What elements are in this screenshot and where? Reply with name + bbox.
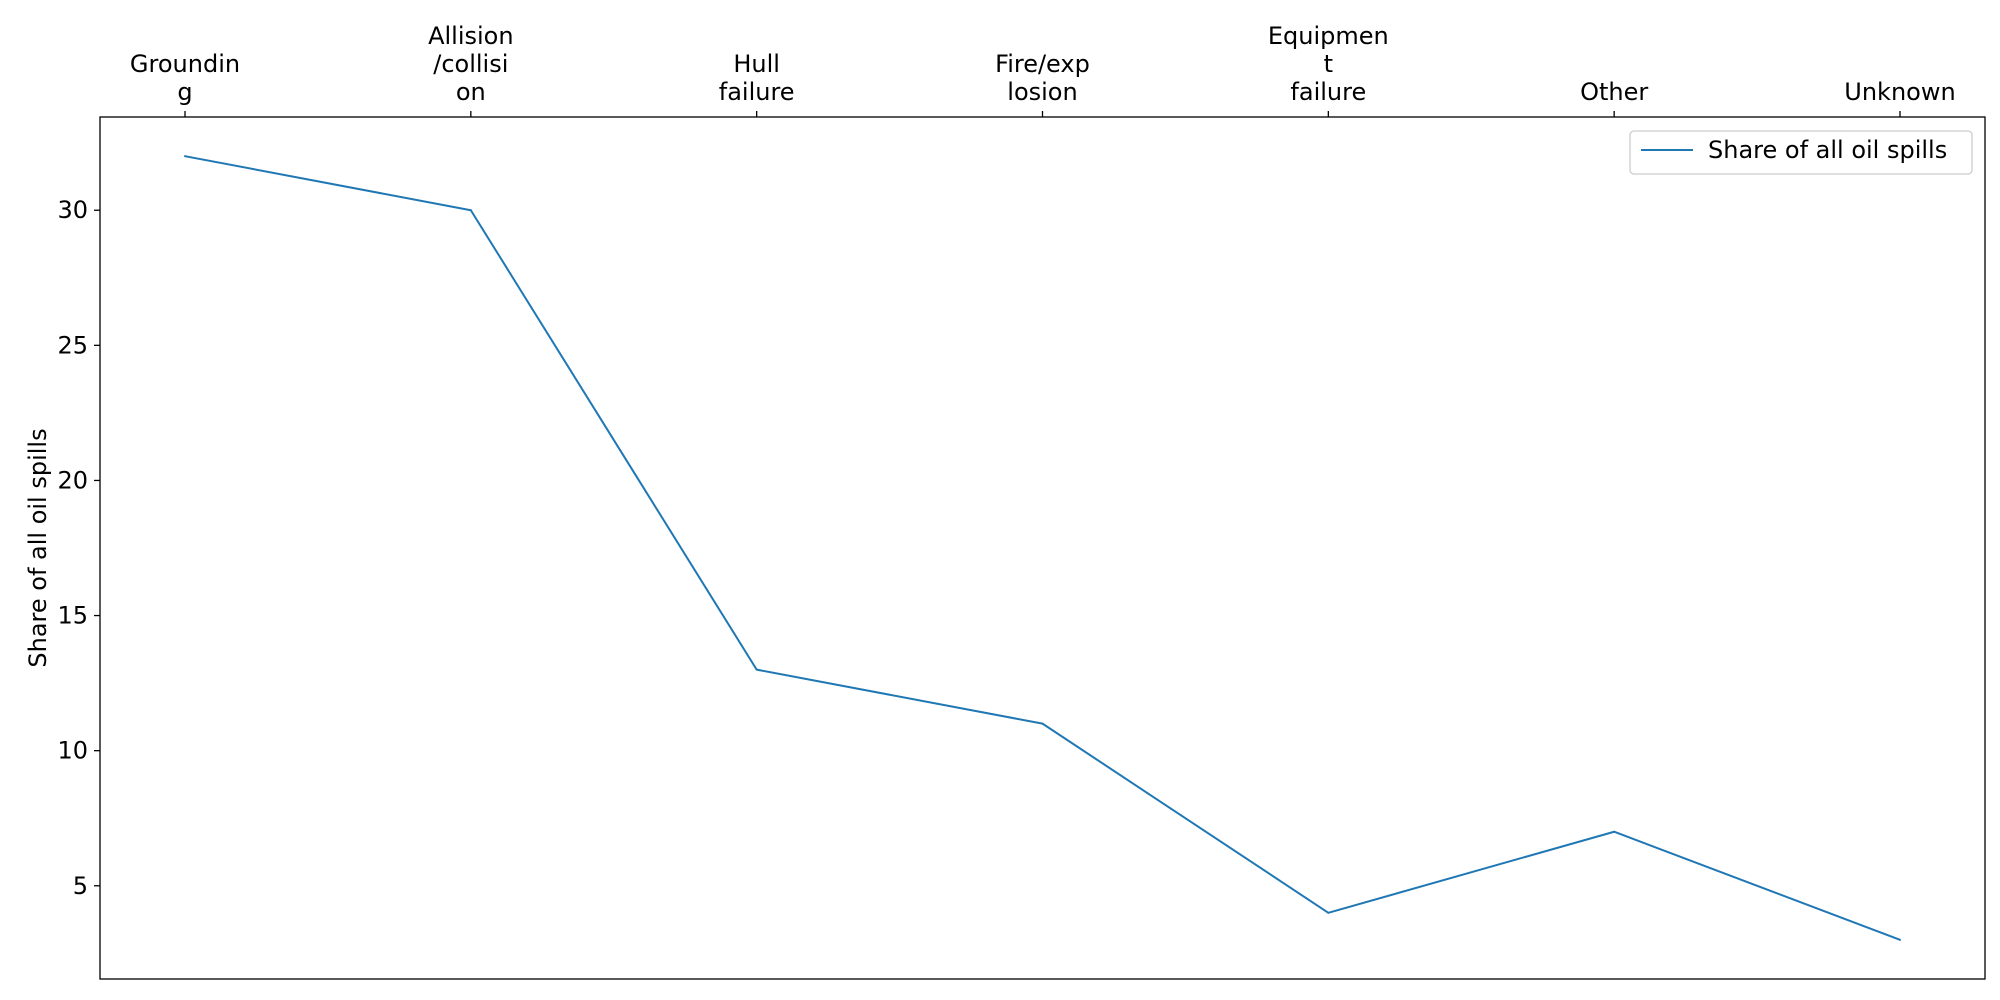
plot-area [99,116,1986,980]
x-tick-label: /collisi [433,50,508,78]
x-tick-label: on [456,78,486,106]
y-axis-ticks: 5 10 15 20 25 30 [57,196,100,900]
x-tick-label: t [1324,50,1333,78]
series-lines [184,155,1901,941]
data-point [184,155,186,158]
x-tick-label: g [177,78,192,106]
x-axis-ticks: GroundingAllision/collisionHullfailureFi… [130,22,1956,117]
x-tick-label: Allision [428,22,514,50]
data-point [1899,938,1901,941]
y-tick-label: 25 [57,331,88,359]
x-tick-label: Fire/exp [995,50,1090,78]
x-tick-label: failure [1290,78,1366,106]
y-axis-title: Share of all oil spills [24,428,52,667]
data-point [1613,830,1616,833]
x-tick-label: Groundin [130,50,240,78]
legend-label: Share of all oil spills [1708,136,1947,164]
y-tick-label: 30 [57,196,88,224]
y-tick-label: 15 [57,602,88,630]
x-tick-label: Hull [733,50,780,78]
data-point [1041,722,1044,725]
data-point [469,209,472,212]
x-tick-label: losion [1007,78,1077,106]
y-tick-label: 10 [57,737,88,765]
data-point [1327,911,1330,914]
y-tick-label: 20 [57,466,88,494]
x-tick-label: Unknown [1844,78,1955,106]
x-tick-label: failure [719,78,795,106]
legend: Share of all oil spills [1629,130,1973,175]
x-tick-label: Equipmen [1268,22,1389,50]
y-tick-label: 5 [73,872,88,900]
data-point [755,668,758,671]
legend-box [1629,130,1973,175]
x-tick-label: Other [1580,78,1648,106]
